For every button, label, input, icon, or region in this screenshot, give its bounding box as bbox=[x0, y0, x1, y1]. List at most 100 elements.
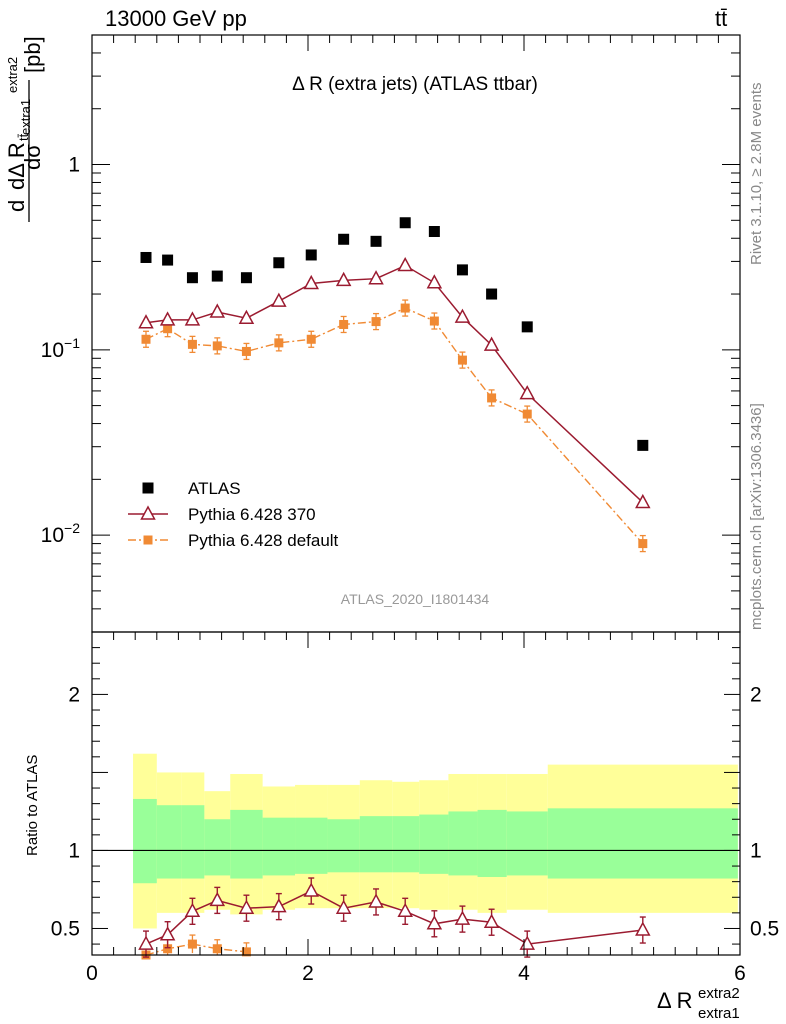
x-tick-label: 6 bbox=[734, 962, 746, 985]
uncertainty-band-stat bbox=[156, 805, 182, 879]
data-point-atlas bbox=[273, 257, 285, 269]
ratio-y-tick-label: 2 bbox=[68, 683, 80, 706]
data-point-pythia-370 bbox=[138, 314, 154, 329]
svg-text:tt̄: tt̄ bbox=[16, 133, 31, 141]
y-axis-label: d dΔ R extra1 extra2 dσ tt̄ [pb] bbox=[4, 36, 45, 222]
data-point-atlas bbox=[186, 272, 198, 284]
ratio-point-pythia-default bbox=[241, 947, 251, 957]
legend-marker-atlas bbox=[142, 482, 154, 494]
data-point-pythia-default bbox=[400, 303, 410, 313]
data-point-pythia-default bbox=[487, 393, 497, 403]
svg-text:Δ R: Δ R bbox=[657, 988, 692, 1013]
legend-label: ATLAS bbox=[188, 479, 241, 498]
ratio-y-tick-label: 1 bbox=[68, 839, 80, 862]
ratio-point-pythia-370 bbox=[271, 898, 287, 913]
ratio-plot: 0.5 0.5 1 1 2 2 0 2 4 6 bbox=[51, 631, 779, 985]
ratio-point-pythia-default bbox=[212, 944, 222, 954]
data-point-pythia-370 bbox=[368, 270, 384, 285]
data-point-pythia-370 bbox=[635, 493, 651, 509]
ratio-point-pythia-370 bbox=[209, 891, 226, 907]
uncertainty-band-stat bbox=[506, 811, 548, 876]
legend: ATLAS Pythia 6.428 370 Pythia 6.428 defaul… bbox=[128, 479, 339, 550]
data-point-pythia-default bbox=[429, 316, 439, 326]
uncertainty-band-stat bbox=[204, 819, 231, 876]
uncertainty-band-stat bbox=[547, 808, 738, 879]
x-axis-label: Δ R extra2 extra1 bbox=[657, 985, 740, 1022]
svg-text:extra1: extra1 bbox=[698, 1005, 740, 1022]
data-point-atlas bbox=[456, 264, 468, 276]
legend-label: Pythia 6.428 default bbox=[188, 531, 339, 550]
uncertainty-band-stat bbox=[392, 816, 420, 873]
ratio-y-tick-label: 2 bbox=[750, 683, 762, 706]
svg-text:[pb]: [pb] bbox=[20, 36, 45, 73]
y-tick-label-0.01: 10−2 bbox=[41, 520, 81, 547]
data-point-pythia-default bbox=[212, 341, 222, 351]
ratio-point-pythia-default bbox=[163, 944, 173, 954]
ratio-point-pythia-370 bbox=[397, 902, 413, 918]
data-point-pythia-370 bbox=[184, 311, 201, 326]
uncertainty-band-stat bbox=[327, 819, 360, 873]
data-point-atlas bbox=[211, 270, 223, 282]
data-point-pythia-370 bbox=[303, 274, 319, 290]
data-point-atlas bbox=[637, 439, 649, 451]
data-point-atlas bbox=[521, 321, 533, 333]
ratio-point-pythia-370 bbox=[159, 926, 176, 941]
data-point-pythia-370 bbox=[159, 311, 176, 326]
ratio-plot-content bbox=[92, 753, 740, 960]
data-point-pythia-370 bbox=[454, 308, 471, 323]
mcplots-label: mcplots.cern.ch [arXiv:1306.3436] bbox=[748, 403, 765, 630]
data-point-pythia-default bbox=[638, 539, 648, 549]
data-point-pythia-default bbox=[241, 346, 251, 356]
data-point-pythia-370 bbox=[271, 292, 287, 307]
data-point-pythia-default bbox=[274, 338, 284, 348]
energy-label: 13000 GeV pp bbox=[105, 6, 247, 31]
data-point-atlas bbox=[240, 272, 252, 284]
uncertainty-band-stat bbox=[262, 817, 296, 876]
uncertainty-band-stat bbox=[477, 809, 507, 877]
data-point-atlas bbox=[370, 235, 382, 247]
ratio-point-pythia-default bbox=[187, 939, 197, 949]
ratio-y-tick-label: 0.5 bbox=[750, 917, 779, 940]
svg-text:extra2: extra2 bbox=[698, 985, 740, 1002]
uncertainty-band-stat bbox=[181, 805, 205, 879]
data-point-pythia-default bbox=[141, 334, 151, 344]
ratio-point-pythia-370 bbox=[454, 910, 471, 925]
data-point-pythia-default bbox=[187, 339, 197, 349]
ratio-point-pythia-370 bbox=[635, 921, 651, 936]
uncertainty-band-stat bbox=[359, 816, 393, 873]
ratio-y-tick-label: 0.5 bbox=[51, 917, 80, 940]
main-plot: Δ R (extra jets) (ATLAS ttbar) ATLAS_202… bbox=[41, 34, 741, 633]
main-plot-content bbox=[138, 217, 651, 553]
uncertainty-band-stat bbox=[133, 798, 157, 884]
ratio-point-pythia-370 bbox=[184, 902, 201, 918]
legend-marker-pythia-default bbox=[143, 535, 153, 545]
y-tick-label-1: 1 bbox=[68, 154, 80, 177]
ratio-line-pythia-default bbox=[145, 943, 247, 956]
series-line-pythia-370 bbox=[145, 264, 644, 504]
data-point-pythia-default bbox=[522, 409, 532, 419]
legend-label: Pythia 6.428 370 bbox=[188, 505, 316, 524]
uncertainty-band-stat bbox=[419, 814, 449, 874]
ratio-y-label: Ratio to ATLAS bbox=[24, 755, 41, 856]
svg-text:extra2: extra2 bbox=[5, 57, 20, 93]
data-point-pythia-370 bbox=[209, 303, 226, 318]
ratio-point-pythia-370 bbox=[238, 899, 255, 914]
y-tick-label-0.1: 10−1 bbox=[41, 335, 81, 362]
data-point-atlas bbox=[162, 254, 174, 266]
ratio-point-pythia-370 bbox=[138, 935, 154, 950]
x-tick-label: 0 bbox=[86, 962, 98, 985]
data-point-pythia-370 bbox=[426, 274, 443, 289]
data-point-atlas bbox=[428, 226, 440, 238]
ratio-point-pythia-370 bbox=[483, 913, 500, 928]
plot-title: Δ R (extra jets) (ATLAS ttbar) bbox=[292, 74, 538, 95]
data-point-atlas bbox=[486, 288, 498, 300]
ratio-point-pythia-370 bbox=[426, 915, 443, 930]
data-point-pythia-default bbox=[339, 319, 349, 329]
analysis-id: ATLAS_2020_I1801434 bbox=[341, 591, 490, 607]
x-tick-label: 4 bbox=[518, 962, 530, 985]
ratio-point-pythia-370 bbox=[335, 899, 352, 914]
ratio-point-pythia-370 bbox=[303, 882, 319, 897]
process-label: tt̄ bbox=[715, 6, 727, 31]
data-point-pythia-default bbox=[371, 317, 381, 327]
